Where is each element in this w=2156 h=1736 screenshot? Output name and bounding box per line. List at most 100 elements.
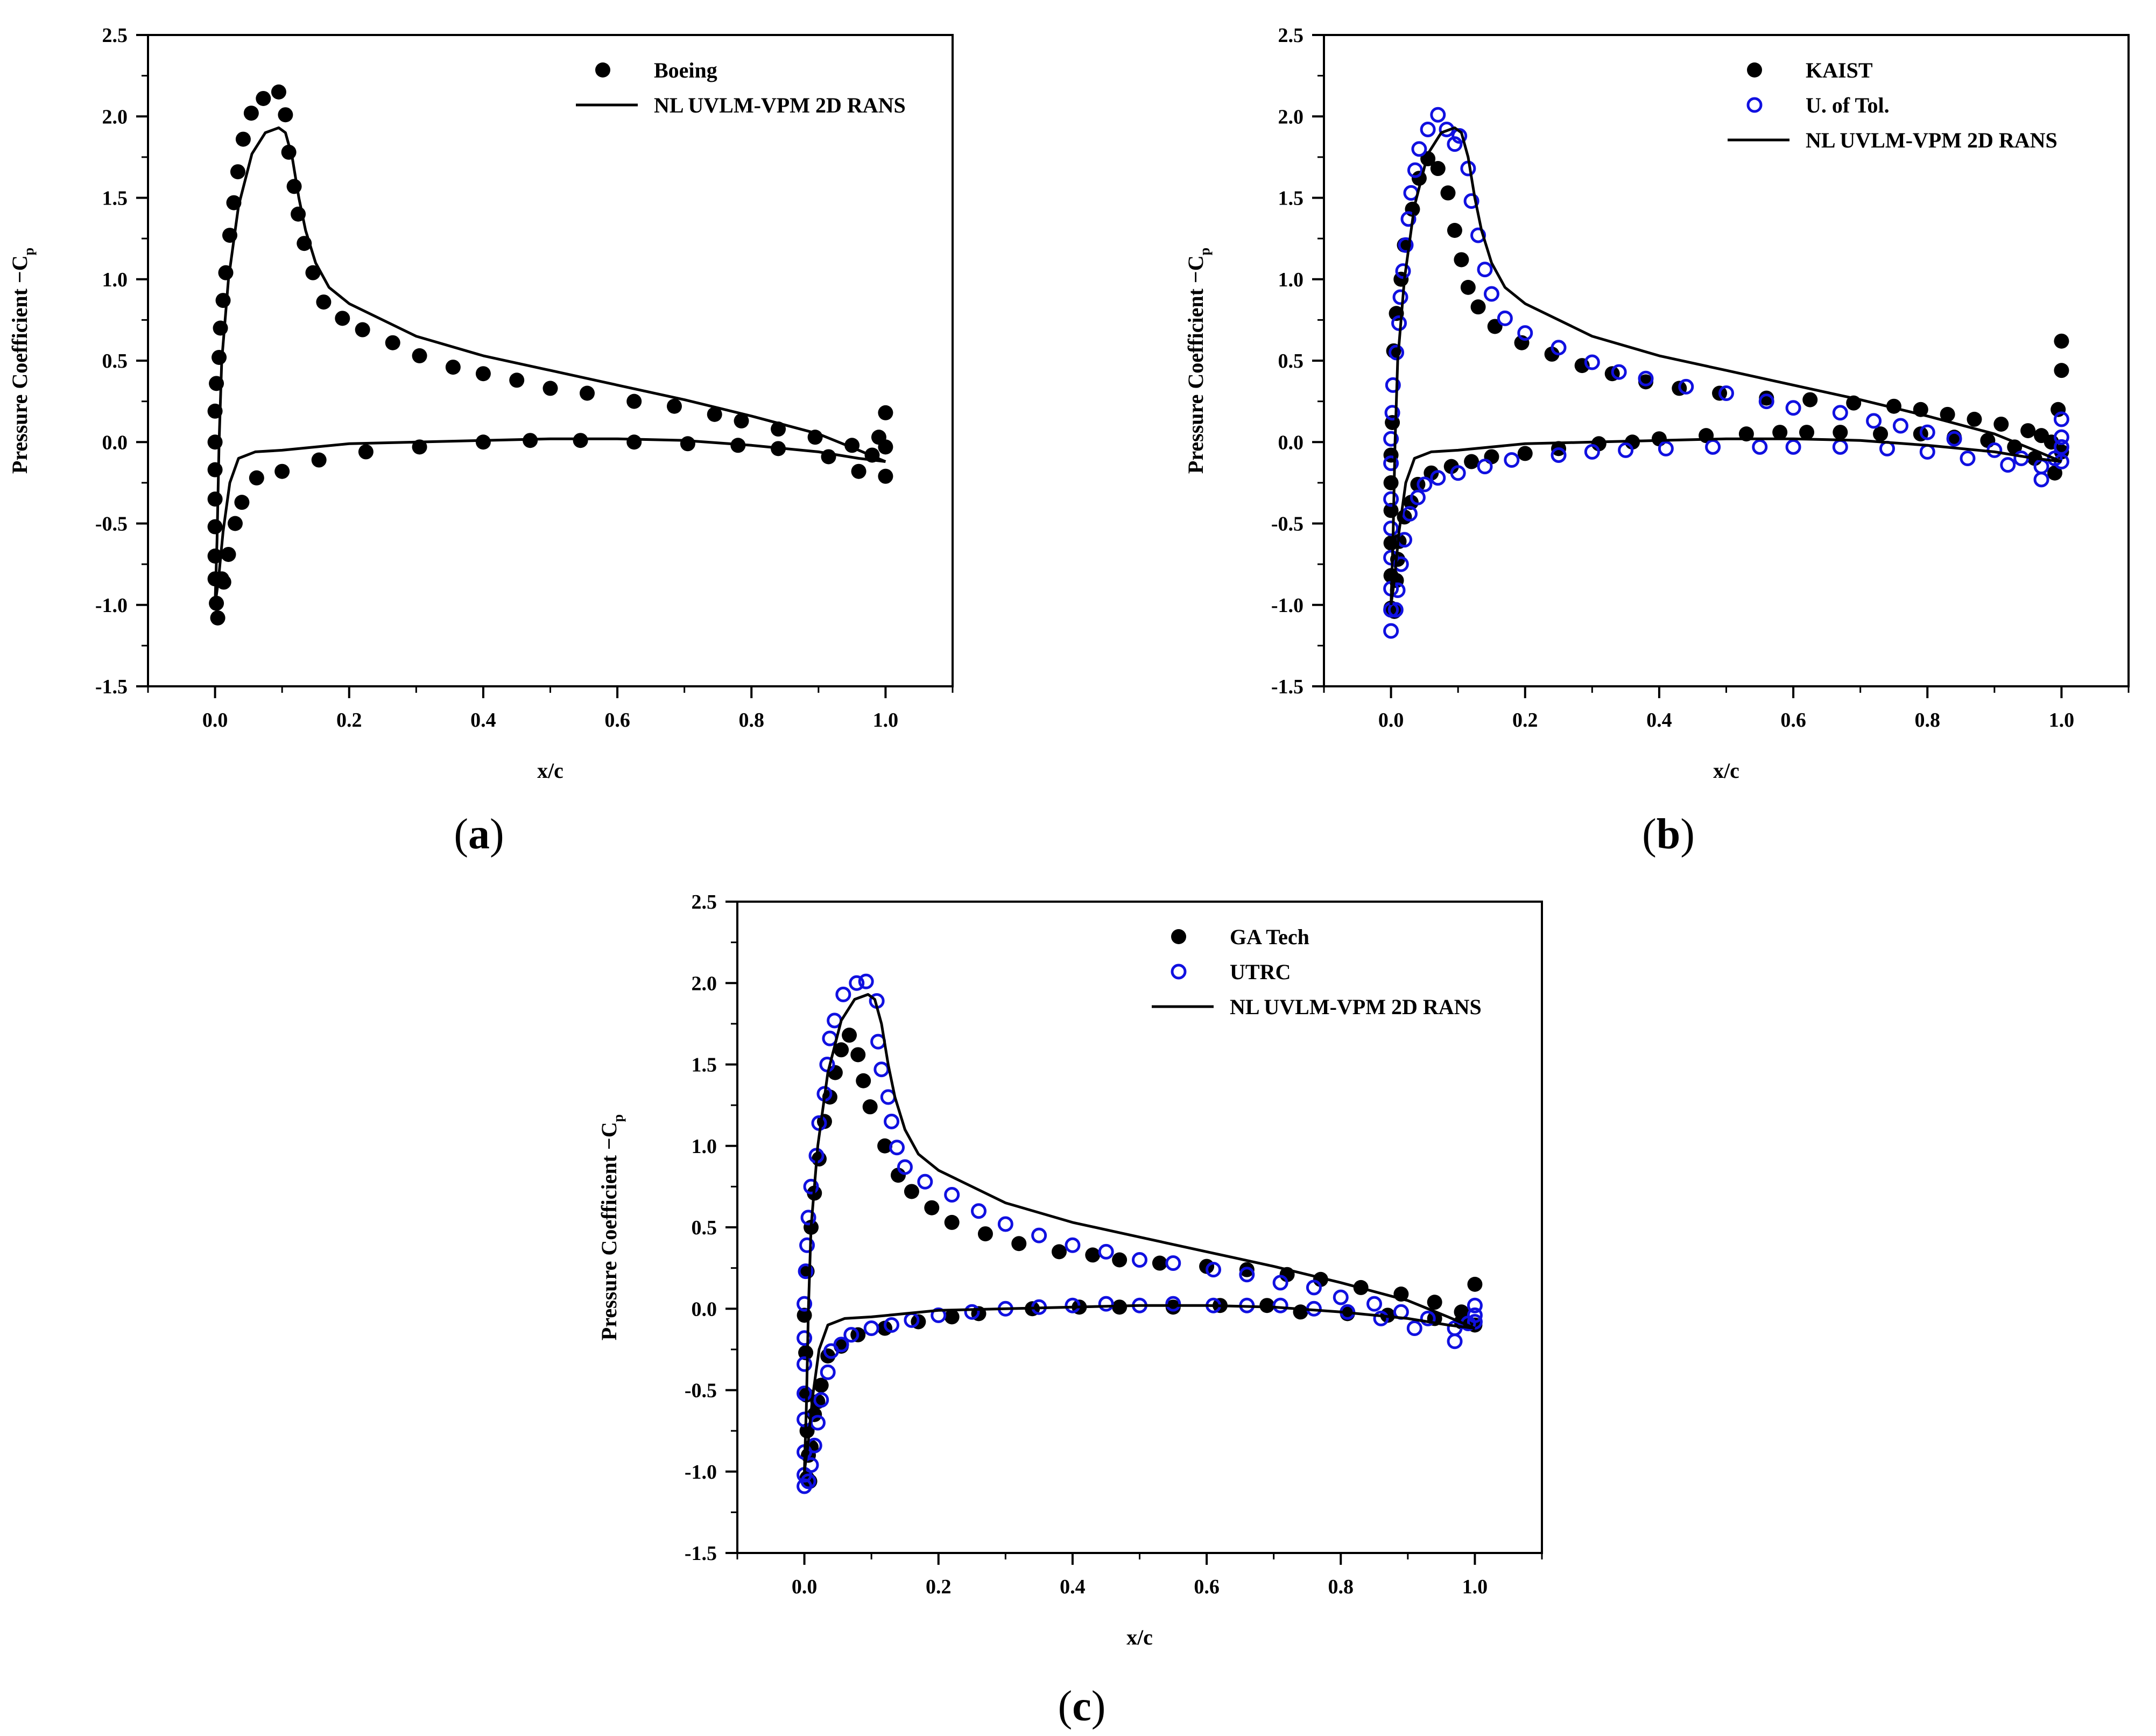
data-point-u-of-tol xyxy=(1398,237,1414,253)
legend-entry-kaist: KAIST xyxy=(1747,58,1873,82)
data-point-kaist xyxy=(1638,374,1653,390)
data-point-u-of-tol xyxy=(1452,128,1468,144)
data-point-u-of-tol xyxy=(1919,424,1935,440)
data-point-boeing xyxy=(207,549,223,564)
data-point-u-of-tol xyxy=(1477,262,1493,278)
data-point-utrc xyxy=(803,1178,819,1194)
y-axis-label: Pressure Coefficient −Cp xyxy=(1183,248,1213,474)
data-point-utrc xyxy=(1206,1262,1222,1278)
data-point-u-of-tol xyxy=(1389,345,1405,361)
x-tick-label: 1.0 xyxy=(1462,1576,1488,1598)
data-point-boeing xyxy=(358,444,374,460)
data-point-u-of-tol xyxy=(1551,447,1567,463)
data-point-boeing xyxy=(207,491,223,507)
data-point-kaist xyxy=(1940,406,1955,422)
data-point-utrc xyxy=(858,973,874,989)
data-point-utrc xyxy=(1098,1243,1114,1260)
y-tick-label: -0.5 xyxy=(95,513,128,536)
y-tick-label: 2.0 xyxy=(692,972,717,995)
data-point-utrc xyxy=(884,1113,900,1129)
data-point-boeing xyxy=(573,433,588,448)
data-point-kaist xyxy=(1454,252,1469,268)
data-point-boeing xyxy=(274,463,290,479)
data-point-utrc xyxy=(797,1386,813,1402)
x-tick-label: 0.8 xyxy=(1915,709,1941,732)
data-point-ga-tech xyxy=(850,1047,866,1063)
data-point-utrc xyxy=(964,1304,980,1320)
data-point-kaist xyxy=(2047,465,2062,481)
data-point-u-of-tol xyxy=(1866,413,1882,429)
y-tick-label: -1.5 xyxy=(685,1542,717,1565)
data-point-kaist xyxy=(1383,475,1399,490)
data-point-boeing xyxy=(235,131,251,147)
data-point-utrc xyxy=(931,1307,947,1323)
data-point-utrc xyxy=(1165,1296,1181,1312)
data-point-u-of-tol xyxy=(1946,431,1962,447)
data-point-u-of-tol xyxy=(1447,136,1463,152)
series-line-nl-uvlm-vpm-2d-rans-lower xyxy=(803,1304,1475,1472)
data-point-utrc xyxy=(863,1320,879,1337)
data-point-utrc xyxy=(799,1237,815,1253)
y-axis-label-subscript: p xyxy=(21,248,37,255)
data-point-u-of-tol xyxy=(1411,141,1427,157)
data-point-u-of-tol xyxy=(1392,289,1408,305)
data-point-utrc xyxy=(944,1187,960,1203)
data-point-u-of-tol xyxy=(1584,444,1600,460)
data-point-boeing xyxy=(207,519,223,535)
data-point-u-of-tol xyxy=(1400,211,1417,227)
data-point-kaist xyxy=(1833,425,1848,440)
x-tick-label: 0.4 xyxy=(1060,1576,1086,1598)
x-axis-label: x/c xyxy=(1126,1625,1153,1649)
data-point-u-of-tol xyxy=(2033,459,2049,475)
data-point-boeing xyxy=(878,439,893,455)
x-tick-label: 0.2 xyxy=(1512,709,1538,732)
legend-entry-nl-uvlm-vpm-2d-rans: NL UVLM-VPM 2D RANS xyxy=(576,93,906,117)
data-point-utrc xyxy=(917,1173,933,1190)
data-point-u-of-tol xyxy=(1517,325,1533,341)
data-point-u-of-tol xyxy=(2053,439,2069,455)
data-point-utrc xyxy=(797,1356,813,1372)
data-point-utrc xyxy=(820,1364,836,1380)
data-point-boeing xyxy=(278,107,293,123)
data-point-kaist xyxy=(1470,299,1486,315)
data-point-ga-tech xyxy=(924,1200,940,1215)
y-axis-label-subscript: p xyxy=(610,1114,626,1122)
data-point-utrc xyxy=(1467,1297,1483,1313)
x-tick-label: 0.8 xyxy=(739,709,765,732)
data-point-u-of-tol xyxy=(1497,310,1513,326)
data-point-kaist xyxy=(1759,390,1774,406)
data-point-kaist xyxy=(1464,454,1479,469)
data-point-utrc xyxy=(797,1296,813,1312)
data-point-utrc xyxy=(1031,1227,1047,1243)
data-point-ga-tech xyxy=(834,1042,849,1058)
x-tick-label: 1.0 xyxy=(873,709,899,732)
data-point-boeing xyxy=(316,294,332,310)
data-point-utrc xyxy=(1065,1297,1081,1313)
data-point-boeing xyxy=(509,372,525,388)
data-point-u-of-tol xyxy=(1919,444,1935,460)
data-point-u-of-tol xyxy=(1420,121,1436,137)
data-point-utrc xyxy=(1447,1333,1463,1350)
data-point-boeing xyxy=(878,468,893,484)
y-tick-label: -1.0 xyxy=(95,594,128,617)
data-point-u-of-tol xyxy=(1638,370,1654,386)
data-point-utrc xyxy=(1467,1307,1483,1323)
data-point-u-of-tol xyxy=(1383,455,1399,472)
data-point-u-of-tol xyxy=(1407,162,1423,178)
data-point-kaist xyxy=(1772,425,1788,440)
panel-caption-c: (c) xyxy=(1058,1683,1106,1730)
data-point-u-of-tol xyxy=(1960,451,1976,466)
data-point-u-of-tol xyxy=(1752,439,1768,455)
data-point-u-of-tol xyxy=(1384,405,1400,421)
x-axis-label: x/c xyxy=(1713,758,1739,783)
data-point-u-of-tol xyxy=(1430,470,1446,486)
data-point-u-of-tol xyxy=(1417,476,1433,493)
data-point-kaist xyxy=(2054,333,2069,349)
y-tick-label: 2.5 xyxy=(692,891,717,913)
data-point-boeing xyxy=(412,348,427,363)
data-point-ga-tech xyxy=(1239,1262,1255,1277)
data-point-u-of-tol xyxy=(1705,439,1721,455)
chart-panel-b: 0.0 0.2 0.4 0.6 0.8 1.0 -1.5 -1.0 -0.5 0.0 0.5 1.0 1… xyxy=(1183,24,2130,783)
y-tick-label: 2.0 xyxy=(1278,106,1304,128)
data-point-utrc xyxy=(1272,1297,1288,1313)
